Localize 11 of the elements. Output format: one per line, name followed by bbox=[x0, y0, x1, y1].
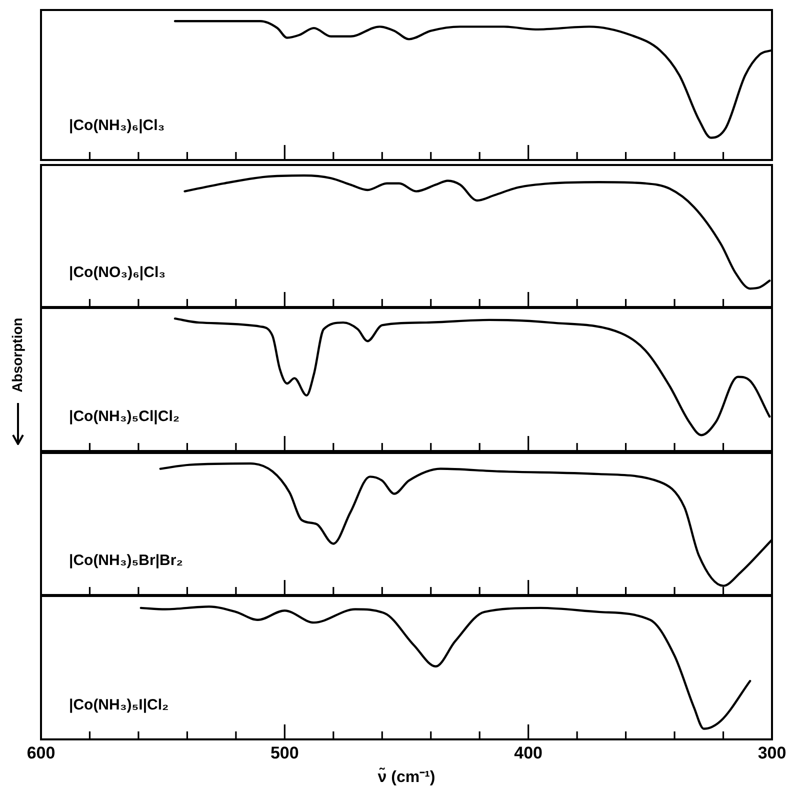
text: |Co(NH₃)₆|Cl₃ bbox=[69, 117, 165, 134]
text: |Co(NH₃)₅I|Cl₂ bbox=[69, 696, 169, 714]
text: |Co(NH₃)₅Br|Br₂ bbox=[69, 552, 183, 569]
text: |Co(NH₃)₅Cl|Cl₂ bbox=[69, 408, 180, 425]
y-axis-title: Absorption bbox=[8, 318, 25, 392]
text: |Co(NO₃)₆|Cl₃ bbox=[69, 264, 166, 281]
x-tick-label: 400 bbox=[514, 743, 543, 762]
x-tick-label: 600 bbox=[26, 743, 56, 762]
x-tick-label: 500 bbox=[270, 743, 299, 762]
x-tick-label: 300 bbox=[758, 743, 786, 762]
x-axis-title: ν̃ (cm⁻¹) bbox=[378, 766, 436, 786]
